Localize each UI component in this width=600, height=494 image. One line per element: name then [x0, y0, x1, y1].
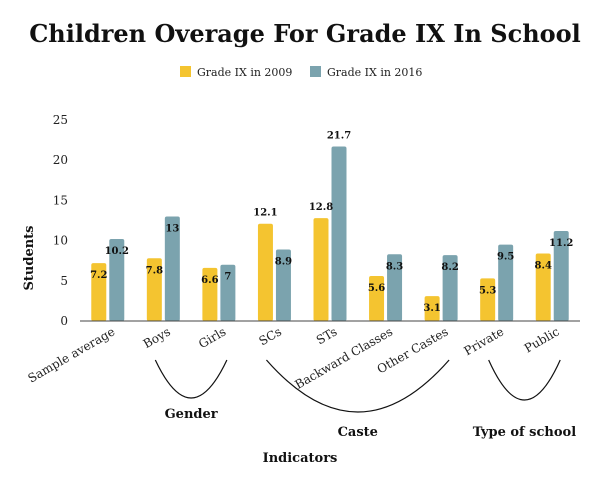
label-2016-other-castes: 8.2 [441, 262, 458, 273]
x-tick-scs: SCs [257, 324, 284, 348]
label-2016-backward-classes: 8.3 [386, 261, 403, 272]
bar-2016-backward-classes [387, 254, 403, 321]
data-labels: 7.2 10.2 7.8 13 6.6 7 12.1 8.9 12.8 21.7 5.68.3 3.1… [90, 131, 573, 315]
legend-label-2009: Grade IX in 2009 [197, 66, 292, 79]
bar-2009-private [480, 278, 496, 321]
legend-swatch-2016 [310, 66, 321, 77]
x-tick-sample-average: Sample average [25, 324, 117, 385]
label-2009-girls: 6.6 [201, 275, 218, 286]
label-2009-backward-classes: 5.6 [368, 283, 385, 294]
group-bracket-type-of-school [488, 359, 561, 401]
y-tick-15: 15 [53, 193, 68, 207]
y-axis-ticks: 0 5 10 15 20 25 [53, 113, 68, 328]
bar-2009-other-castes [424, 296, 440, 321]
group-label-type-of-school: Type of school [473, 425, 577, 440]
group-label-gender: Gender [165, 407, 218, 422]
label-2016-scs: 8.9 [275, 256, 292, 267]
bars [91, 146, 569, 321]
bar-2009-boys [146, 258, 162, 321]
bar-2016-sample-average [109, 238, 125, 321]
x-tick-sts: STs [314, 324, 340, 347]
legend-label-2016: Grade IX in 2016 [327, 66, 422, 79]
label-2016-private: 9.5 [497, 252, 514, 263]
label-2009-scs: 12.1 [253, 208, 277, 219]
chart-title: Children Overage For Grade IX In School [29, 19, 581, 48]
bar-2016-other-castes [442, 255, 458, 321]
bar-2016-private [498, 244, 514, 321]
legend: Grade IX in 2009 Grade IX in 2016 [180, 66, 422, 79]
bar-2016-boys [164, 216, 180, 321]
bar-2009-girls [202, 267, 218, 321]
x-tick-backward-classes: Backward Classes [292, 324, 395, 391]
label-2016-sts: 21.7 [327, 131, 351, 142]
y-tick-0: 0 [60, 314, 68, 328]
label-2016-public: 11.2 [549, 238, 573, 249]
group-bracket-caste [265, 359, 450, 413]
bar-2016-sts [331, 146, 347, 321]
label-2009-sts: 12.8 [309, 202, 333, 213]
label-2009-other-castes: 3.1 [423, 303, 440, 314]
label-2009-boys: 7.8 [146, 265, 163, 276]
x-axis-title: Indicators [263, 451, 338, 466]
bar-2009-scs [257, 223, 273, 321]
label-2016-sample-average: 10.2 [105, 246, 129, 257]
bar-2009-sts [313, 218, 329, 321]
label-2016-girls: 7 [224, 272, 231, 283]
label-2009-sample-average: 7.2 [90, 270, 107, 281]
bar-2016-public [553, 230, 569, 321]
bar-2009-sample-average [91, 263, 107, 321]
bar-2009-backward-classes [369, 275, 385, 321]
label-2009-public: 8.4 [535, 260, 552, 271]
x-tick-boys: Boys [141, 324, 173, 351]
x-tick-girls: Girls [196, 324, 228, 351]
y-tick-10: 10 [53, 234, 68, 248]
group-bracket-gender [154, 359, 228, 399]
bar-2016-scs [275, 249, 291, 321]
x-tick-private: Private [461, 324, 506, 358]
y-tick-20: 20 [53, 153, 68, 167]
y-axis-title: Students [22, 226, 37, 291]
bar-2009-public [535, 253, 551, 321]
label-2016-boys: 13 [165, 223, 179, 234]
y-tick-25: 25 [53, 113, 68, 127]
bar-2016-girls [220, 264, 236, 321]
x-tick-public: Public [522, 324, 562, 355]
category-groups: Gender Caste Type of school [154, 359, 577, 440]
group-label-caste: Caste [338, 425, 378, 440]
legend-swatch-2009 [180, 66, 191, 77]
y-tick-5: 5 [60, 274, 68, 288]
label-2009-private: 5.3 [479, 285, 496, 296]
